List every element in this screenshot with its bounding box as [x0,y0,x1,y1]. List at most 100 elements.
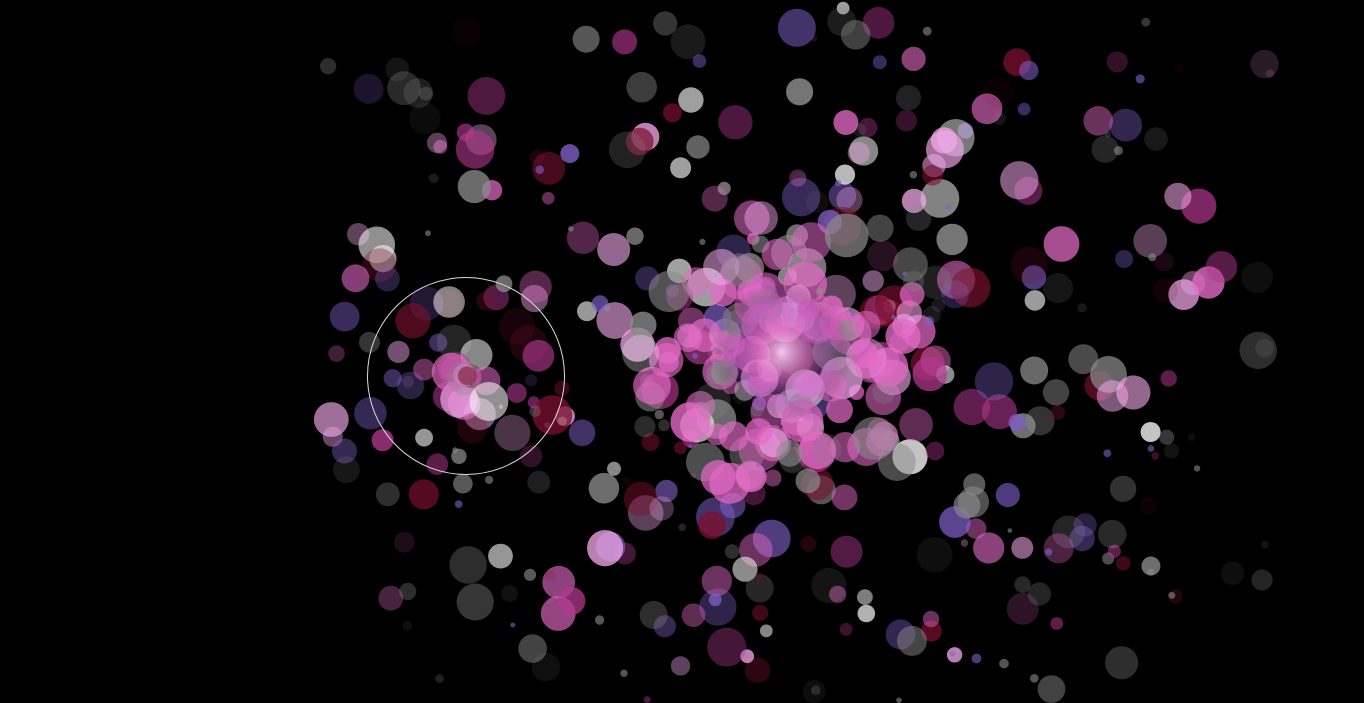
particle [916,536,953,573]
particle [833,110,859,135]
particle [1135,74,1145,84]
particle [829,585,847,603]
particle [893,247,928,283]
particle [681,603,706,627]
particle [950,267,991,308]
particle [428,173,439,183]
particle [1115,250,1134,268]
particle [831,484,858,511]
particle [810,433,842,465]
particle [542,191,555,205]
particle [544,570,556,581]
particle [922,26,932,36]
particle [699,238,706,245]
particle [1154,252,1174,272]
particle [692,54,707,68]
particle [383,369,402,388]
particle [786,78,814,106]
particle [359,331,380,353]
particle [717,181,731,195]
particle [648,270,690,313]
particle [506,383,527,403]
particle [658,419,670,432]
particle [433,286,465,318]
particle [999,658,1009,669]
particle [943,264,975,296]
particle [1241,261,1274,294]
particle [560,144,580,164]
particle [429,333,448,352]
particle [1144,127,1168,151]
particle [603,304,611,312]
particle [925,441,945,461]
particle [1050,617,1064,630]
particle [897,625,927,656]
particle [981,394,1017,430]
particle [1043,533,1074,564]
particle [1006,592,1039,625]
particle [872,380,896,404]
particle [649,496,674,521]
particle [722,253,757,287]
particle [1024,290,1046,311]
particle [639,374,653,388]
particle [1153,278,1178,303]
particle [744,657,771,683]
particle [857,589,873,605]
particle [974,362,1014,401]
particle [901,188,927,214]
particle [1168,591,1176,599]
particle [626,127,654,156]
particle [1188,433,1196,441]
particle [341,264,370,293]
particle [724,544,740,559]
particle [670,402,711,442]
particle [1104,131,1111,138]
particle [1011,536,1034,559]
particle [527,470,551,494]
particle [885,318,921,354]
particle [963,473,986,496]
particle [1050,405,1066,420]
particle [922,610,940,628]
particle [800,535,817,552]
particle [1159,429,1175,445]
particle [577,301,597,322]
particle [639,600,668,630]
particle [1010,246,1048,284]
particle [670,656,691,676]
particle [756,462,761,468]
particle [858,117,878,138]
particle [691,352,699,359]
particle [1069,525,1095,552]
particle [535,165,544,174]
particle [557,586,586,615]
particle [587,530,624,567]
particle [594,615,605,625]
particle [409,102,441,135]
particle [1068,344,1099,375]
particle [891,314,896,320]
particle [690,472,697,479]
particle [895,85,922,111]
particle [1147,568,1155,576]
particle [328,345,345,362]
particle [1014,576,1031,593]
particle [1044,548,1053,556]
particle [1220,561,1245,585]
particle [501,585,519,602]
particle [744,201,778,235]
particle [1052,515,1086,549]
particle [733,200,770,237]
particle [554,380,570,397]
particle [1163,443,1180,459]
particle [546,596,554,604]
particle [953,388,991,426]
particle [403,78,434,108]
particle [653,615,676,638]
particle [1255,338,1274,358]
particle [353,73,384,104]
particle [1148,253,1157,262]
particle [674,441,687,455]
